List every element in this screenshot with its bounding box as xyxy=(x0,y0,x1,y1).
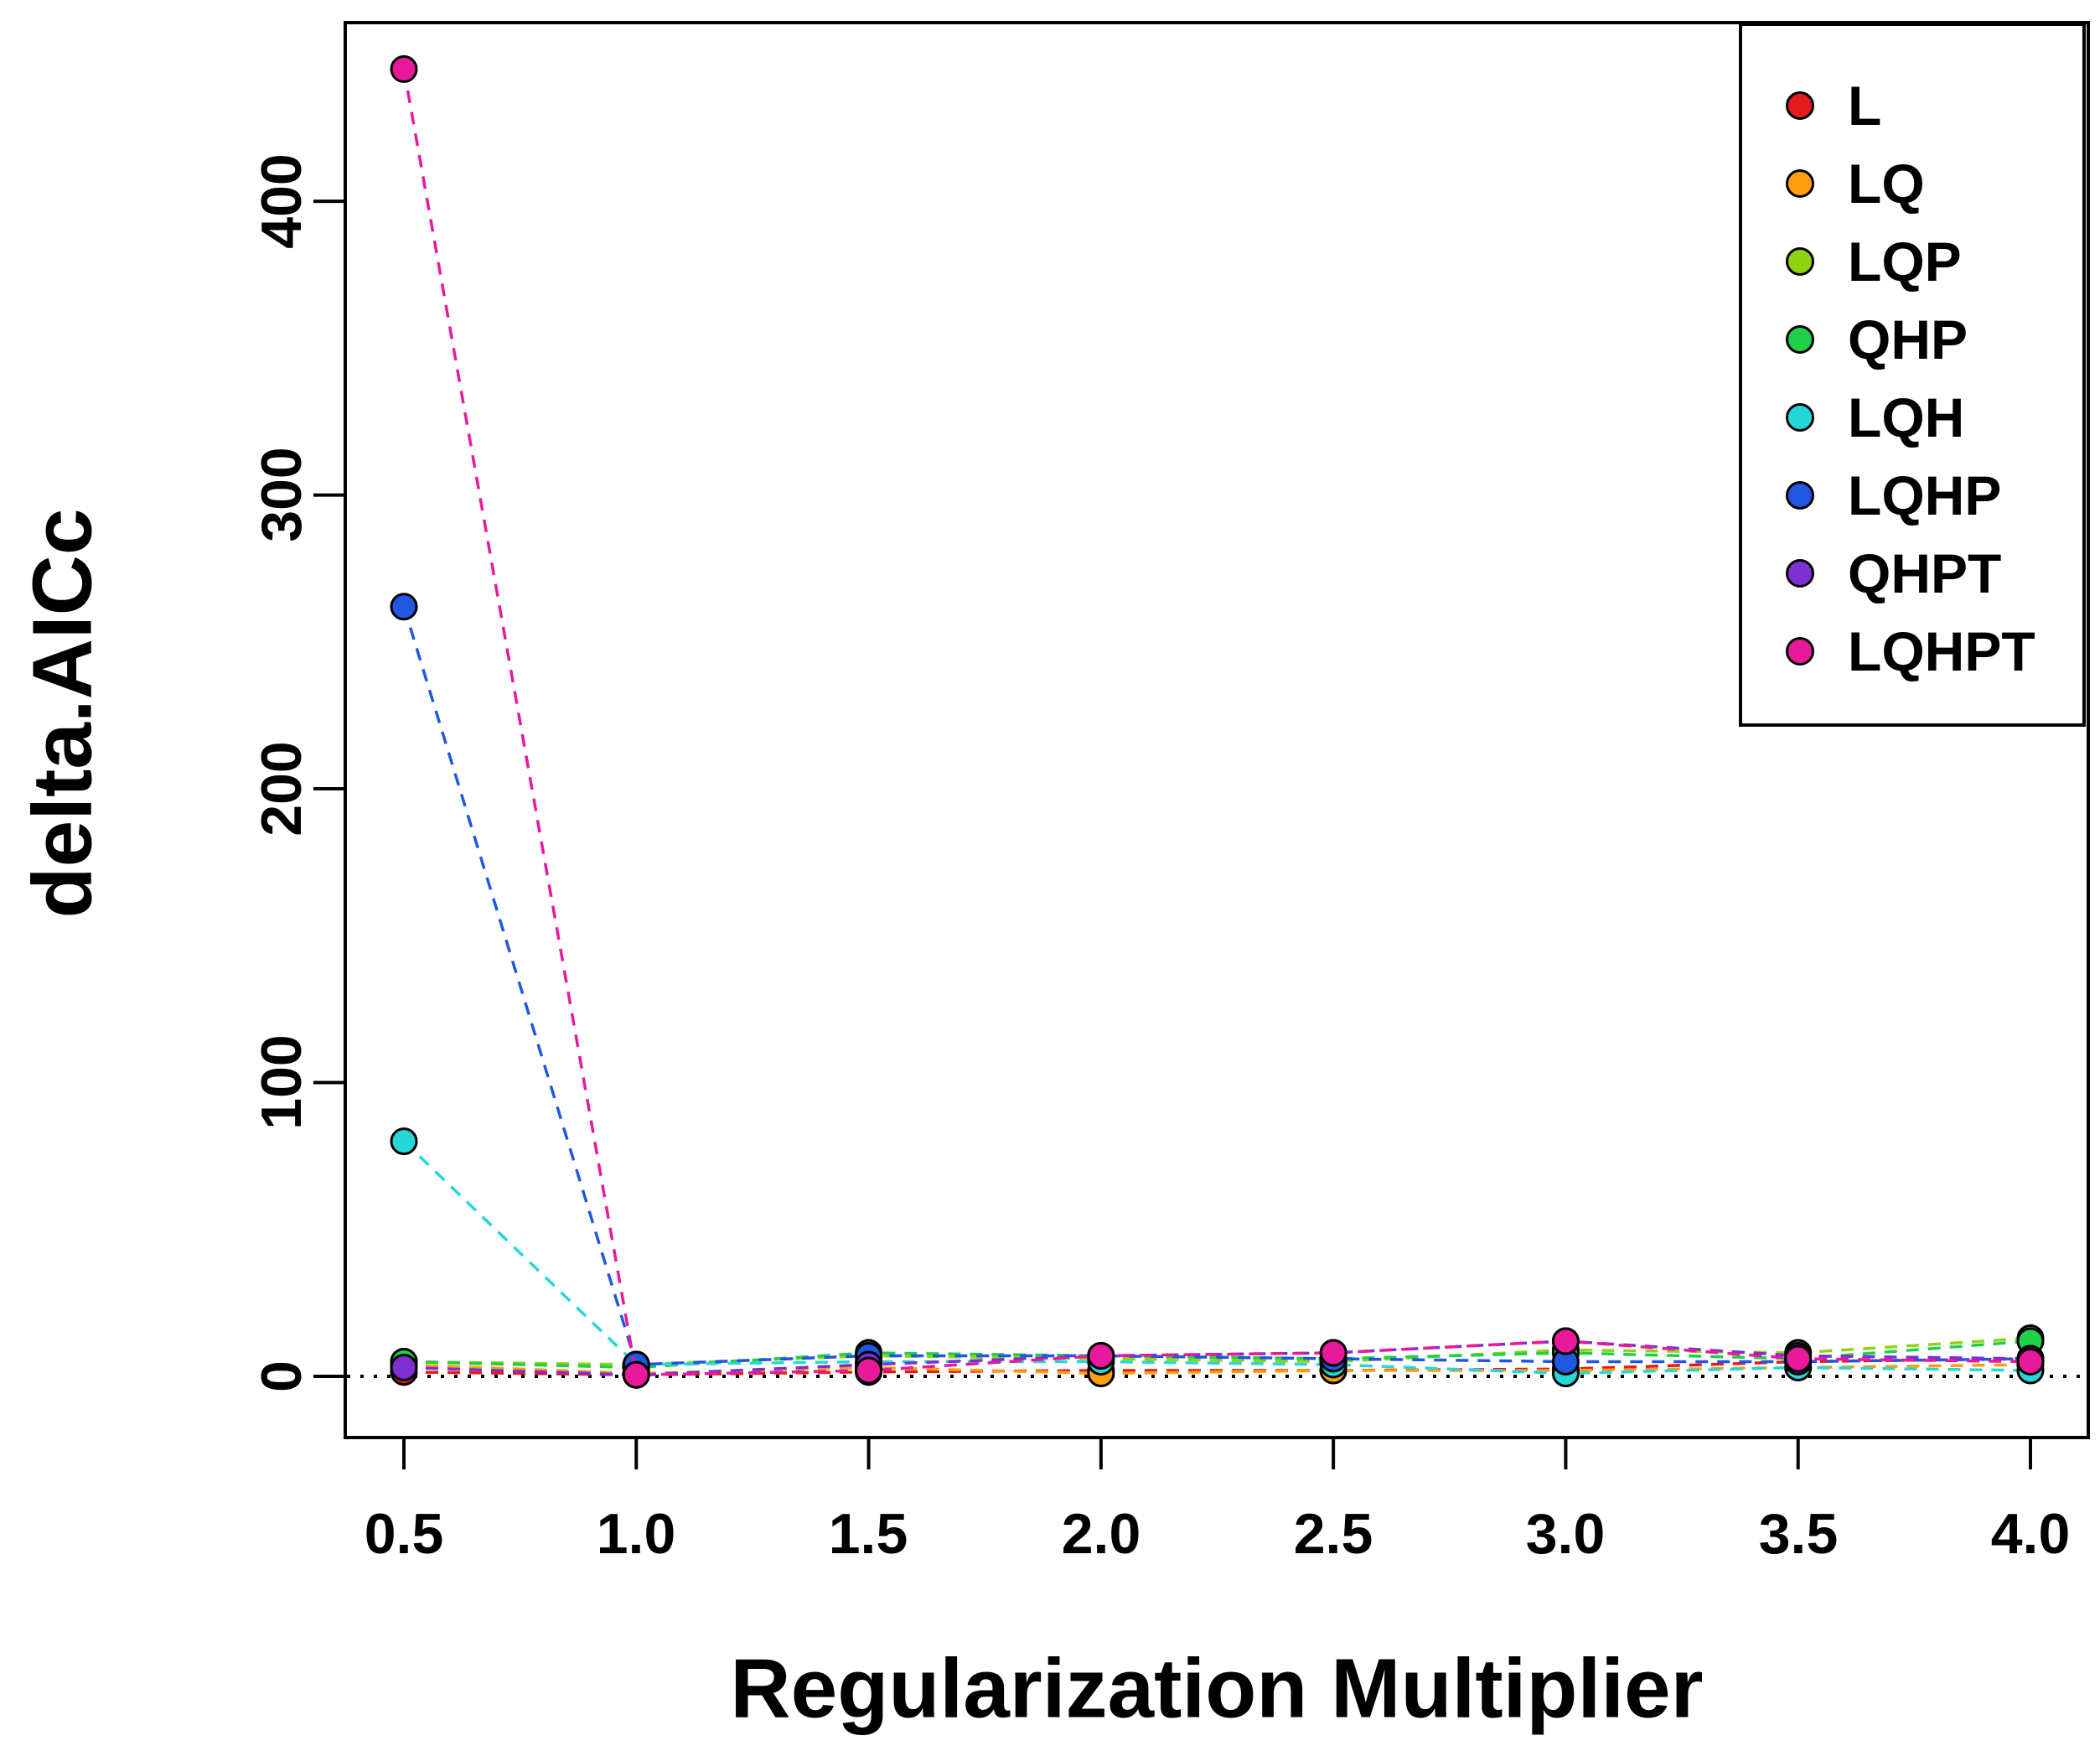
legend-label: LQHPT xyxy=(1848,620,2035,682)
x-axis-title: Regularization Multiplier xyxy=(730,1641,1704,1736)
legend-marker-icon xyxy=(1786,325,1814,354)
legend-marker-icon xyxy=(1786,637,1814,666)
legend-label: LQH xyxy=(1848,386,1965,448)
legend-label: QHPT xyxy=(1848,542,2002,604)
legend-label: LQ xyxy=(1848,153,1925,215)
legend-item: LQP xyxy=(1786,228,1962,295)
x-tick-label: 0.5 xyxy=(364,1502,444,1566)
legend-marker-icon xyxy=(1786,403,1814,432)
x-tick-label: 2.0 xyxy=(1061,1502,1141,1566)
legend: L LQ LQP QHP LQH LQHP QHPT LQHPT xyxy=(1739,23,2086,727)
y-tick-label: 300 xyxy=(250,447,313,542)
legend-marker-icon xyxy=(1786,169,1814,198)
legend-item: LQHPT xyxy=(1786,618,2035,685)
legend-marker-icon xyxy=(1786,247,1814,276)
x-tick-label: 4.0 xyxy=(1990,1502,2071,1566)
y-tick-label: 0 xyxy=(250,1360,313,1392)
legend-label: L xyxy=(1848,75,1882,137)
y-tick-label: 400 xyxy=(250,153,313,249)
x-tick-label: 3.5 xyxy=(1758,1502,1839,1566)
legend-label: LQP xyxy=(1848,231,1962,293)
legend-item: LQ xyxy=(1786,150,1925,217)
legend-item: L xyxy=(1786,72,1881,139)
legend-marker-icon xyxy=(1786,91,1814,120)
legend-item: LQHP xyxy=(1786,462,2001,529)
x-tick-label: 1.0 xyxy=(596,1502,676,1566)
y-tick-label: 100 xyxy=(250,1034,313,1130)
x-tick-label: 3.0 xyxy=(1525,1502,1606,1566)
legend-item: LQH xyxy=(1786,384,1964,451)
legend-item: QHP xyxy=(1786,306,1968,373)
legend-marker-icon xyxy=(1786,559,1814,588)
y-axis-title: delta.AICc xyxy=(15,508,110,919)
y-tick-label: 200 xyxy=(250,741,313,837)
legend-item: QHPT xyxy=(1786,540,2001,607)
x-tick-label: 1.5 xyxy=(828,1502,908,1566)
legend-label: QHP xyxy=(1848,308,1968,370)
legend-marker-icon xyxy=(1786,481,1814,510)
legend-label: LQHP xyxy=(1848,464,2002,526)
x-tick-label: 2.5 xyxy=(1293,1502,1373,1566)
